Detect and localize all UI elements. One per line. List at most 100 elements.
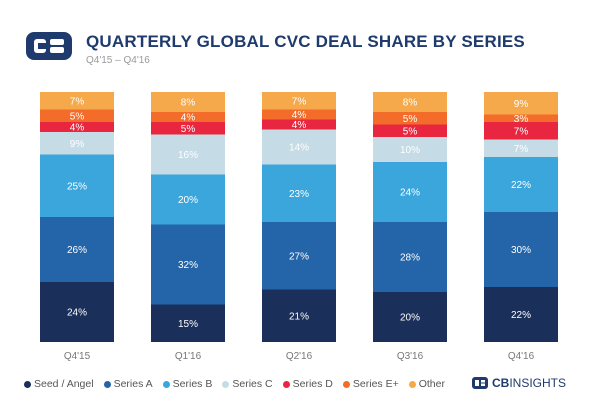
bar-segment-series-c-q3-16	[373, 137, 447, 162]
legend-swatch-series-a	[103, 380, 111, 388]
bar-segment-series-d-q2-16	[262, 119, 336, 130]
data-label-other-q2-16: 7%	[292, 96, 307, 107]
data-label-series-a-q4-16: 30%	[511, 245, 531, 256]
data-label-seed-angel-q4-16: 22%	[511, 310, 531, 321]
data-label-series-b-q2-16: 23%	[289, 189, 309, 200]
legend-item-series-d: Series D	[282, 378, 333, 390]
data-label-series-d-q3-16: 5%	[403, 126, 418, 137]
bar-segment-series-b-q2-16	[262, 164, 336, 222]
chart-title: QUARTERLY GLOBAL CVC DEAL SHARE BY SERIE…	[86, 32, 525, 51]
bar-segment-series-a-q4-15	[40, 217, 114, 282]
data-label-series-b-q1-16: 20%	[178, 195, 198, 206]
legend-item-seed-angel: Seed / Angel	[24, 378, 94, 390]
data-label-seed-angel-q1-16: 15%	[178, 319, 198, 330]
bar-segment-series-b-q4-16	[484, 157, 558, 212]
legend-item-series-b: Series B	[162, 378, 213, 390]
bar-segment-other-q4-16	[484, 92, 558, 115]
bar-segment-series-e-q4-16	[484, 114, 558, 122]
bar-segment-other-q3-16	[373, 92, 447, 112]
bar-segment-series-a-q4-16	[484, 212, 558, 287]
legend-item-series-e: Series E+	[342, 378, 399, 390]
legend-swatch-series-c	[222, 380, 230, 388]
chart-legend: Seed / Angel Series A Series B Series C Seri…	[24, 375, 464, 393]
data-label-series-a-q4-15: 26%	[67, 245, 87, 256]
data-label-seed-angel-q4-15: 24%	[67, 308, 87, 319]
x-tick-label-q2-16: Q2'16	[286, 351, 313, 362]
legend-label-series-a: Series A	[113, 378, 153, 390]
data-label-other-q4-15: 7%	[70, 96, 85, 107]
data-label-series-a-q3-16: 28%	[400, 253, 420, 264]
legend-swatch-series-d	[282, 380, 290, 388]
data-label-series-e-q1-16: 4%	[181, 113, 196, 124]
chart-header: QUARTERLY GLOBAL CVC DEAL SHARE BY SERIE…	[24, 20, 584, 76]
data-label-other-q3-16: 8%	[403, 98, 418, 109]
brand-name: INSIGHTS	[509, 376, 567, 390]
cb-insights-logo-icon	[26, 32, 72, 60]
legend-label-series-e: Series E+	[352, 378, 399, 390]
data-label-series-c-q2-16: 14%	[289, 143, 309, 154]
bar-segment-series-d-q4-16	[484, 122, 558, 140]
legend-label-series-d: Series D	[292, 378, 333, 390]
bar-segment-seed-angel-q3-16	[373, 292, 447, 342]
stacked-bar-chart: 24%26%25%9%4%5%7%Q4'1515%32%20%16%5%4%8%…	[40, 92, 558, 362]
legend-label-series-b: Series B	[172, 378, 213, 390]
data-label-series-e-q2-16: 4%	[292, 110, 307, 121]
bar-segment-series-b-q1-16	[151, 174, 225, 225]
data-label-series-a-q2-16: 27%	[289, 251, 309, 262]
data-label-series-c-q4-15: 9%	[70, 139, 85, 150]
bar-segment-series-c-q2-16	[262, 129, 336, 165]
data-label-series-c-q3-16: 10%	[400, 145, 420, 156]
legend-swatch-seed-angel	[24, 380, 31, 388]
data-label-series-d-q1-16: 5%	[181, 124, 196, 135]
bar-segment-other-q2-16	[262, 92, 336, 110]
data-label-series-e-q4-15: 5%	[70, 111, 85, 122]
bar-segment-series-e-q1-16	[151, 112, 225, 122]
x-tick-label-q3-16: Q3'16	[397, 351, 424, 362]
bar-segment-other-q1-16	[151, 92, 225, 112]
bar-segment-series-c-q4-16	[484, 139, 558, 157]
data-label-series-d-q4-16: 7%	[514, 126, 529, 137]
bar-segment-series-d-q3-16	[373, 124, 447, 137]
bar-segment-series-a-q2-16	[262, 222, 336, 290]
data-label-series-d-q4-15: 4%	[70, 123, 85, 134]
bar-segment-series-e-q4-15	[40, 109, 114, 122]
bar-segment-seed-angel-q2-16	[262, 289, 336, 342]
data-label-other-q4-16: 9%	[514, 99, 529, 110]
legend-label-series-c: Series C	[232, 378, 273, 390]
legend-item-other: Other	[408, 378, 445, 390]
data-label-series-c-q1-16: 16%	[178, 150, 198, 161]
x-tick-label-q4-16: Q4'16	[508, 351, 535, 362]
brand-footer: CBINSIGHTS	[472, 374, 566, 392]
bar-segment-series-c-q1-16	[151, 134, 225, 175]
bar-segment-series-a-q3-16	[373, 222, 447, 292]
data-label-seed-angel-q2-16: 21%	[289, 311, 309, 322]
bar-segment-series-d-q4-15	[40, 122, 114, 132]
bar-segment-series-e-q3-16	[373, 112, 447, 125]
data-label-series-d-q2-16: 4%	[292, 120, 307, 131]
bar-segment-series-b-q4-15	[40, 154, 114, 217]
cb-insights-mark-icon	[472, 377, 488, 389]
data-label-series-b-q4-16: 22%	[511, 180, 531, 191]
data-label-series-a-q1-16: 32%	[178, 260, 198, 271]
bar-segment-series-e-q2-16	[262, 109, 336, 120]
x-tick-label-q1-16: Q1'16	[175, 351, 202, 362]
data-label-seed-angel-q3-16: 20%	[400, 313, 420, 324]
legend-swatch-other	[408, 380, 416, 388]
bar-segment-series-d-q1-16	[151, 122, 225, 135]
bar-segment-other-q4-15	[40, 92, 114, 110]
bar-segment-seed-angel-q4-16	[484, 287, 558, 342]
legend-swatch-series-e	[342, 380, 350, 388]
data-label-series-e-q4-16: 3%	[514, 114, 529, 125]
data-label-series-e-q3-16: 5%	[403, 114, 418, 125]
legend-swatch-series-b	[162, 380, 170, 388]
data-label-series-b-q4-15: 25%	[67, 181, 87, 192]
bar-segment-series-b-q3-16	[373, 162, 447, 222]
bar-segment-series-c-q4-15	[40, 132, 114, 155]
bar-segment-series-a-q1-16	[151, 224, 225, 305]
brand-prefix: CB	[492, 376, 510, 390]
x-tick-label-q4-15: Q4'15	[64, 351, 91, 362]
legend-item-series-c: Series C	[222, 378, 273, 390]
data-label-series-b-q3-16: 24%	[400, 188, 420, 199]
data-label-other-q1-16: 8%	[181, 98, 196, 109]
legend-label-seed-angel: Seed / Angel	[34, 378, 94, 390]
